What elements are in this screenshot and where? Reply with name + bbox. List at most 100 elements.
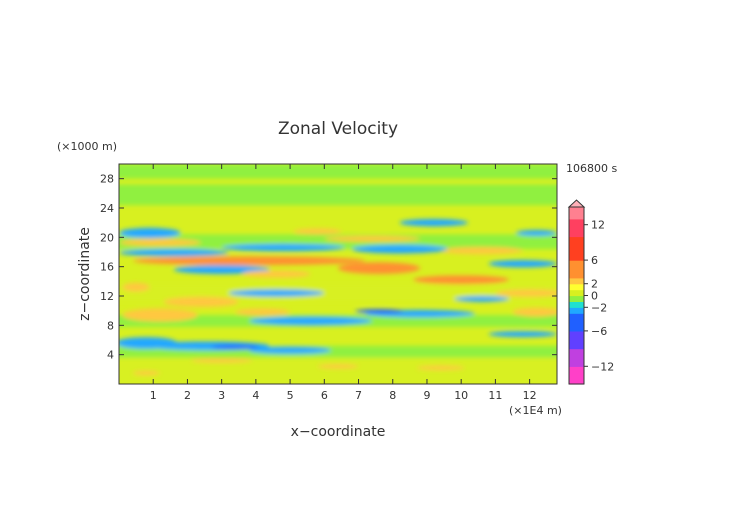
- colorbar-segment: [569, 274, 584, 279]
- y-tick-label: 12: [100, 290, 114, 303]
- y-tick-label: 20: [100, 231, 114, 244]
- y-tick-label: 8: [107, 319, 114, 332]
- colorbar: 12 6 20−2 −6 −12: [567, 199, 614, 385]
- colorbar-segment: [569, 266, 584, 270]
- x-tick-label: 2: [184, 389, 191, 402]
- colorbar-tick-label: 6: [591, 254, 598, 267]
- field-cell: [351, 244, 448, 254]
- x-tick-label: 11: [488, 389, 502, 402]
- field-cell: [119, 227, 181, 239]
- field-cell: [132, 370, 161, 376]
- x-tick-label: 10: [454, 389, 468, 402]
- field-cell: [249, 346, 332, 354]
- colorbar-segment: [569, 280, 584, 285]
- y-axis-ticks: 4 8 12 16 20 24 28: [100, 173, 557, 362]
- field-band: [119, 367, 557, 384]
- x-axis-ticks: 1 2 3 4 5 6 7 8 9 10 11 12: [150, 164, 537, 402]
- field-cell: [119, 238, 202, 247]
- colorbar-segment: [569, 221, 584, 226]
- x-tick-label: 7: [355, 389, 362, 402]
- field-cell: [355, 309, 404, 314]
- field-cell: [399, 219, 469, 227]
- field-cell: [317, 364, 359, 369]
- colorbar-segment: [569, 369, 584, 373]
- x-tick-label: 9: [423, 389, 430, 402]
- field-cell: [338, 262, 421, 274]
- colorbar-segment: [569, 339, 584, 344]
- colorbar-tick-label: 0: [591, 290, 598, 303]
- field-cell: [488, 331, 557, 338]
- colorbar-segment: [569, 242, 584, 246]
- colorbar-segment: [569, 236, 584, 241]
- x-tick-label: 4: [252, 389, 259, 402]
- x-axis-label: x−coordinate: [291, 424, 386, 440]
- colorbar-segment: [569, 218, 584, 223]
- colorbar-segment: [569, 325, 584, 329]
- colorbar-segment: [569, 277, 584, 282]
- x-tick-label: 1: [150, 389, 157, 402]
- field-cell: [228, 289, 325, 297]
- x-tick-label: 6: [321, 389, 328, 402]
- field-cell: [211, 345, 260, 350]
- colorbar-segment: [569, 313, 584, 317]
- colorbar-tick-label: −6: [591, 325, 607, 338]
- field-cell: [119, 249, 229, 257]
- field-cell: [249, 316, 373, 326]
- colorbar-segment: [569, 209, 584, 214]
- colorbar-segment: [569, 307, 584, 311]
- colorbar-segment: [569, 263, 584, 267]
- field-band: [119, 345, 557, 358]
- y-tick-label: 4: [107, 349, 114, 362]
- field-cell: [416, 365, 465, 371]
- field-band: [119, 184, 557, 206]
- field-band: [119, 357, 557, 368]
- colorbar-segment: [569, 322, 584, 326]
- field-cell: [440, 246, 523, 255]
- colorbar-segment: [569, 298, 584, 302]
- colorbar-segment: [569, 351, 584, 356]
- colorbar-tick-label: 2: [591, 278, 598, 291]
- field-band: [119, 164, 557, 179]
- colorbar-segment: [569, 360, 584, 364]
- y-tick-label: 16: [100, 261, 114, 274]
- field-cell: [221, 243, 345, 252]
- field-cell: [122, 282, 150, 292]
- y-tick-label: 28: [100, 173, 114, 186]
- colorbar-segment: [569, 330, 584, 335]
- colorbar-segment: [569, 212, 584, 217]
- colorbar-segment: [569, 375, 584, 379]
- colorbar-segment: [569, 366, 584, 370]
- colorbar-tick-label: −12: [591, 360, 614, 373]
- field-cell: [235, 308, 291, 316]
- colorbar-segment: [569, 363, 584, 367]
- colorbar-segment: [569, 345, 584, 350]
- field-cell: [242, 270, 311, 278]
- x-axis-unit: (×1E4 m): [509, 404, 562, 417]
- colorbar-segment: [569, 327, 584, 332]
- field-band: [119, 234, 557, 250]
- colorbar-segment: [569, 245, 584, 249]
- y-axis-label: z−coordinate: [77, 227, 93, 321]
- colorbar-segment: [569, 354, 584, 359]
- colorbar-segment: [569, 310, 584, 314]
- colorbar-segment: [569, 207, 584, 211]
- colorbar-segment: [569, 295, 584, 300]
- x-tick-label: 5: [287, 389, 294, 402]
- x-tick-label: 8: [389, 389, 396, 402]
- colorbar-segment: [569, 239, 584, 243]
- time-label: 106800 s: [566, 162, 617, 175]
- colorbar-segment: [569, 319, 584, 323]
- colorbar-segment: [569, 230, 584, 235]
- colorbar-segment: [569, 372, 584, 376]
- field-cell: [488, 260, 557, 268]
- colorbar-segment: [569, 378, 584, 382]
- colorbar-segment: [569, 233, 584, 238]
- field-cell: [495, 289, 557, 297]
- colorbar-arrow: [567, 199, 586, 208]
- colorbar-segment: [569, 304, 584, 308]
- field-cell: [454, 296, 510, 302]
- colorbar-segment: [569, 289, 584, 294]
- colorbar-segment: [569, 227, 584, 232]
- y-axis-unit: (×1000 m): [57, 140, 117, 153]
